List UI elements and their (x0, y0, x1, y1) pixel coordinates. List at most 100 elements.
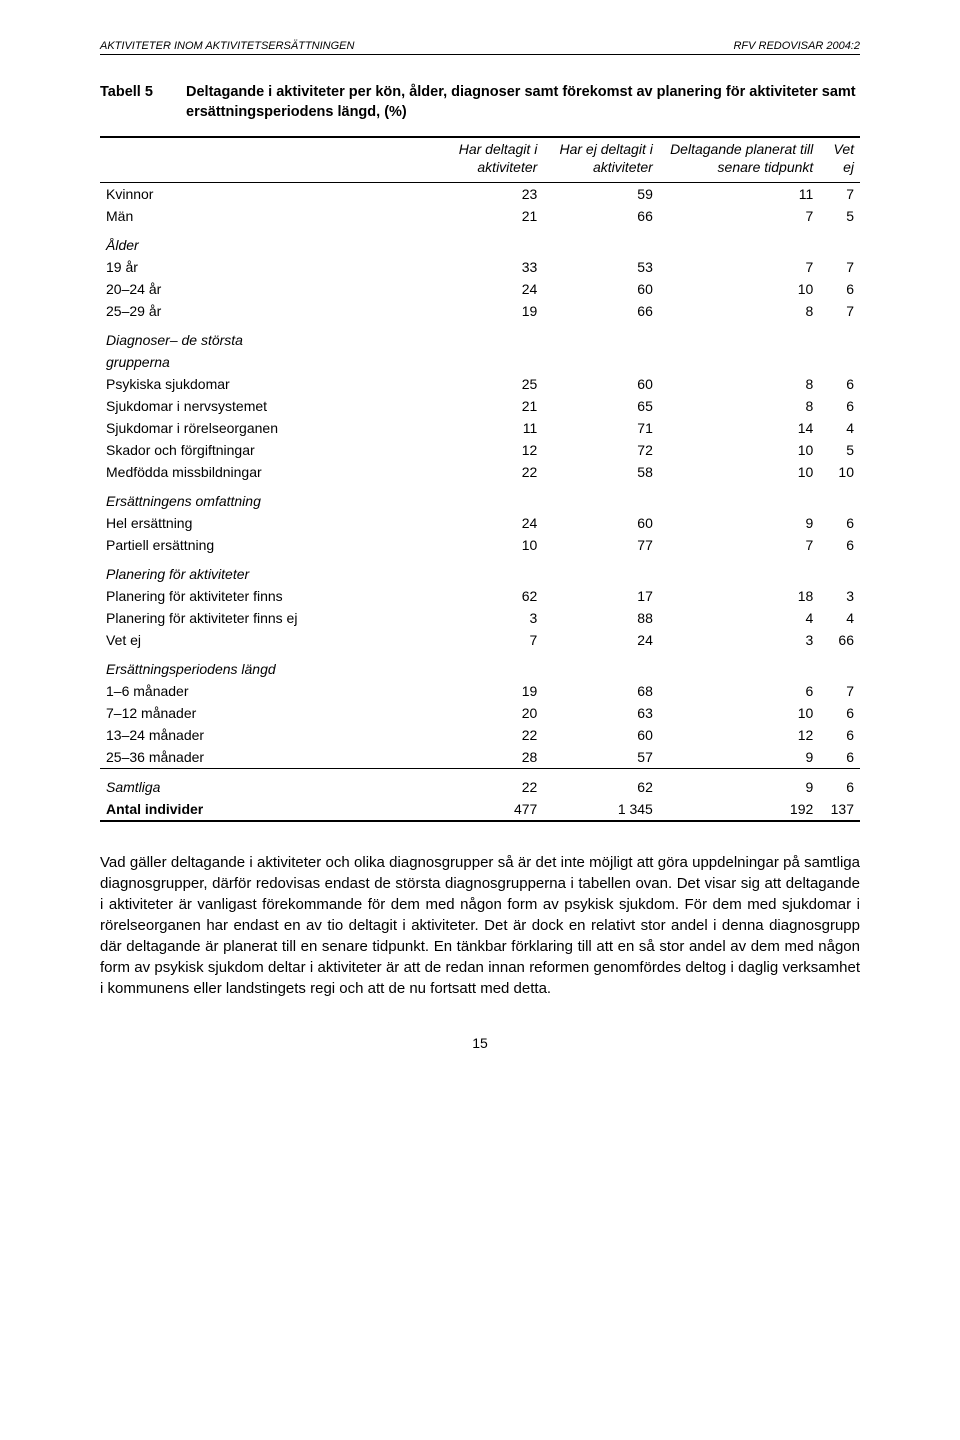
cell: 57 (543, 746, 659, 769)
cell: 7 (659, 534, 819, 556)
page-number: 15 (100, 1035, 860, 1051)
header-left: AKTIVITETER INOM AKTIVITETSERSÄTTNINGEN (100, 40, 354, 52)
cell: 6 (819, 724, 860, 746)
cell: 60 (543, 278, 659, 300)
cell: 63 (543, 702, 659, 724)
cell: 17 (543, 585, 659, 607)
table-title: Deltagande i aktiviteter per kön, ålder,… (186, 83, 860, 122)
cell: 6 (819, 278, 860, 300)
cell: 8 (659, 395, 819, 417)
cell: 23 (434, 183, 543, 206)
cell: 11 (434, 417, 543, 439)
cell: 25 (434, 373, 543, 395)
cell: 10 (434, 534, 543, 556)
table-row: Män 21 66 7 5 (100, 205, 860, 227)
cell: 6 (819, 746, 860, 769)
table-row: 25–36 månader 28 57 9 6 (100, 746, 860, 769)
section-header-row: Ersättningsperiodens längd (100, 651, 860, 680)
section-header-row: Diagnoser– de största (100, 322, 860, 351)
cell: 66 (543, 300, 659, 322)
table-row: Medfödda missbildningar 22 58 10 10 (100, 461, 860, 483)
cell: 3 (819, 585, 860, 607)
table-row: Sjukdomar i rörelseorganen 11 71 14 4 (100, 417, 860, 439)
cell: 6 (819, 534, 860, 556)
cell: 6 (819, 373, 860, 395)
section-header-row: grupperna (100, 351, 860, 373)
col-header-1: Har deltagit i aktiviteter (434, 137, 543, 183)
section-label: Ersättningsperiodens längd (100, 651, 860, 680)
cell: 88 (543, 607, 659, 629)
cell: 10 (659, 278, 819, 300)
cell: 4 (659, 607, 819, 629)
row-label: Vet ej (100, 629, 434, 651)
row-label: 25–29 år (100, 300, 434, 322)
cell: 72 (543, 439, 659, 461)
col-header-empty (100, 137, 434, 183)
row-label: Kvinnor (100, 183, 434, 206)
cell: 7 (819, 256, 860, 278)
cell: 22 (434, 769, 543, 799)
cell: 4 (819, 417, 860, 439)
row-label: 20–24 år (100, 278, 434, 300)
table-caption: Tabell 5 Deltagande i aktiviteter per kö… (100, 83, 860, 122)
table-row: 7–12 månader 20 63 10 6 (100, 702, 860, 724)
row-label: 1–6 månader (100, 680, 434, 702)
table-row: Kvinnor 23 59 11 7 (100, 183, 860, 206)
cell: 58 (543, 461, 659, 483)
header-right: RFV REDOVISAR 2004:2 (733, 40, 860, 52)
cell: 10 (659, 461, 819, 483)
cell: 6 (659, 680, 819, 702)
row-label: Antal individer (100, 798, 434, 821)
row-label: Hel ersättning (100, 512, 434, 534)
table-row: 1–6 månader 19 68 6 7 (100, 680, 860, 702)
col-header-3: Deltagande planerat till senare tidpunkt (659, 137, 819, 183)
table-row: Hel ersättning 24 60 9 6 (100, 512, 860, 534)
page: AKTIVITETER INOM AKTIVITETSERSÄTTNINGEN … (0, 0, 960, 1111)
table-row: Planering för aktiviteter finns 62 17 18… (100, 585, 860, 607)
cell: 477 (434, 798, 543, 821)
table-row: Psykiska sjukdomar 25 60 8 6 (100, 373, 860, 395)
cell: 137 (819, 798, 860, 821)
data-table: Har deltagit i aktiviteter Har ej deltag… (100, 136, 860, 822)
cell: 8 (659, 373, 819, 395)
cell: 60 (543, 373, 659, 395)
cell: 19 (434, 300, 543, 322)
section-header-row: Planering för aktiviteter (100, 556, 860, 585)
section-label: Planering för aktiviteter (100, 556, 860, 585)
cell: 7 (819, 300, 860, 322)
cell: 62 (434, 585, 543, 607)
cell: 65 (543, 395, 659, 417)
row-label: Partiell ersättning (100, 534, 434, 556)
row-label: 25–36 månader (100, 746, 434, 769)
cell: 7 (659, 256, 819, 278)
cell: 11 (659, 183, 819, 206)
cell: 24 (543, 629, 659, 651)
row-label: Psykiska sjukdomar (100, 373, 434, 395)
cell: 14 (659, 417, 819, 439)
cell: 66 (819, 629, 860, 651)
cell: 9 (659, 512, 819, 534)
row-label: Samtliga (100, 769, 434, 799)
table-row: 13–24 månader 22 60 12 6 (100, 724, 860, 746)
row-label: Sjukdomar i nervsystemet (100, 395, 434, 417)
cell: 10 (819, 461, 860, 483)
row-label: Medfödda missbildningar (100, 461, 434, 483)
table-number: Tabell 5 (100, 83, 186, 103)
cell: 5 (819, 205, 860, 227)
cell: 7 (434, 629, 543, 651)
row-label: 13–24 månader (100, 724, 434, 746)
cell: 22 (434, 724, 543, 746)
cell: 18 (659, 585, 819, 607)
cell: 28 (434, 746, 543, 769)
cell: 5 (819, 439, 860, 461)
cell: 7 (819, 680, 860, 702)
cell: 71 (543, 417, 659, 439)
row-label: 19 år (100, 256, 434, 278)
cell: 24 (434, 278, 543, 300)
cell: 7 (659, 205, 819, 227)
table-row: Sjukdomar i nervsystemet 21 65 8 6 (100, 395, 860, 417)
table-row: Vet ej 7 24 3 66 (100, 629, 860, 651)
section-header-row: Ålder (100, 227, 860, 256)
cell: 22 (434, 461, 543, 483)
cell: 62 (543, 769, 659, 799)
